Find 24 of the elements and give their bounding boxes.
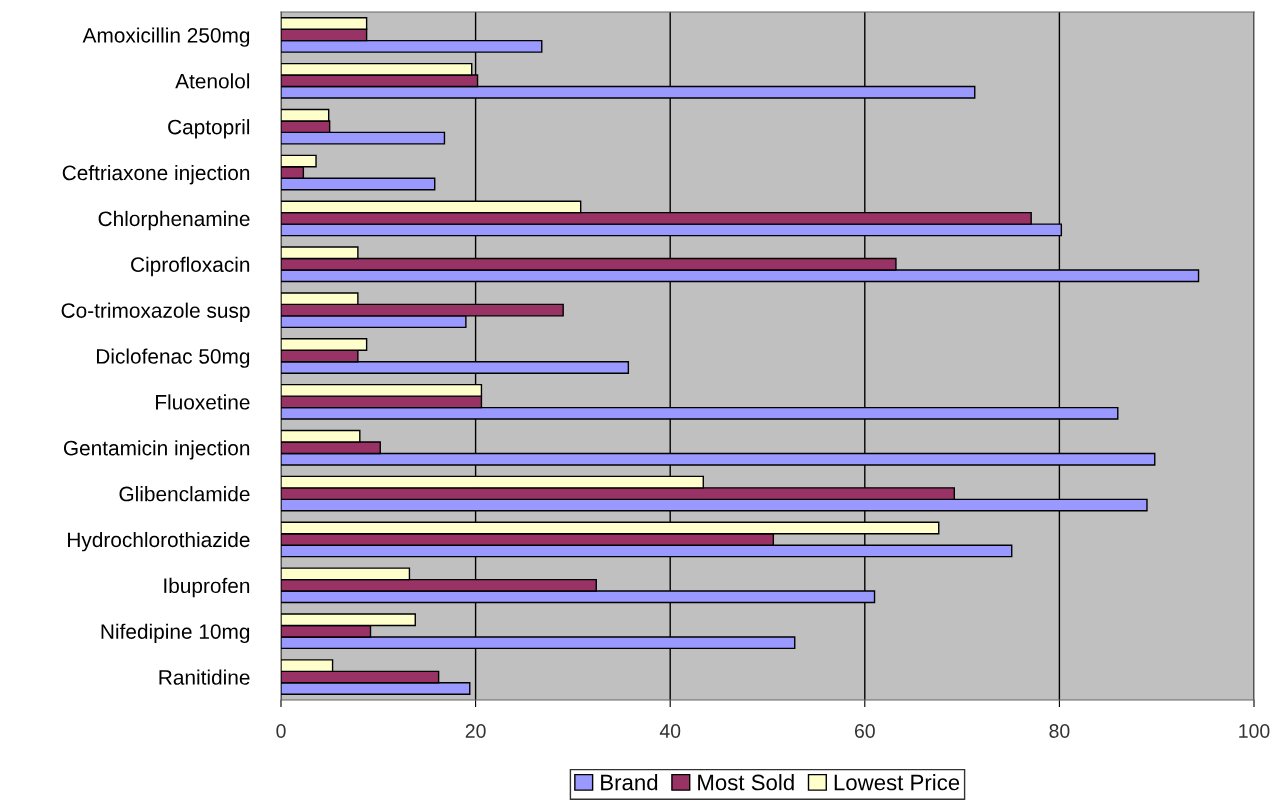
legend-label: Lowest Price <box>834 774 960 791</box>
x-tick-label: 100 <box>1239 724 1270 738</box>
y-tick-label: Co-trimoxazole susp <box>61 302 250 323</box>
y-tick-label: Captopril <box>168 119 250 139</box>
x-tick-label: 0 <box>276 724 286 738</box>
legend-label: Most Sold <box>698 774 794 791</box>
x-tick-label: 80 <box>1049 724 1070 738</box>
y-tick-label: Ranitidine <box>159 669 250 685</box>
x-tick-label: 20 <box>465 724 486 738</box>
y-tick-label: Amoxicillin 250mg <box>82 27 250 47</box>
y-tick-label: Atenolol <box>175 73 250 89</box>
x-tick-label: 60 <box>854 724 875 738</box>
legend-label: Brand <box>601 774 658 791</box>
y-tick-label: Glibenclamide <box>119 486 250 502</box>
y-tick-label: Ciprofloxacin <box>131 256 250 277</box>
y-tick-label: Diclofenac 50mg <box>96 348 250 368</box>
y-tick-label: Chlorphenamine <box>98 210 250 231</box>
y-tick-label: Hydrochlorothiazide <box>68 531 250 552</box>
y-tick-label: Fluoxetine <box>156 394 250 410</box>
x-tick-label: 40 <box>659 724 681 738</box>
y-tick-label: Ceftriaxone injection <box>62 164 250 185</box>
y-tick-label: Gentamicin injection <box>63 440 250 460</box>
y-tick-label: Ibuprofen <box>164 577 250 598</box>
y-tick-label: Nifedipine 10mg <box>101 623 250 644</box>
